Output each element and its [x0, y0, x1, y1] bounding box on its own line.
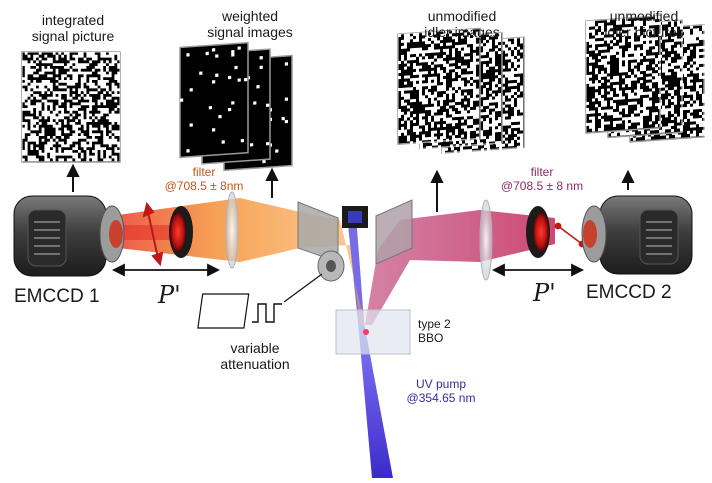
right-distance-label: P' [533, 279, 556, 307]
square-wave-icon [197, 293, 282, 329]
caption-line-2: signal images [207, 24, 293, 41]
caption-line-2: idler pictures [604, 24, 684, 41]
weighted-signal-caption: weighted signal images [180, 8, 320, 40]
integrated-signal-picture [21, 51, 121, 163]
caption-line-2: signal picture [31, 28, 115, 45]
unmodified-idler-images-caption: unmodified idler images [392, 8, 532, 40]
attenuation-line-1: variable [230, 340, 280, 356]
pump-label-line-1: UV pump [415, 377, 467, 391]
right-lens [479, 199, 493, 281]
pump-label-line-2: @354.65 nm [406, 390, 476, 405]
caption-line-1: integrated [41, 12, 105, 28]
integrated-signal-caption: integrated signal picture [8, 12, 138, 44]
crystal-label-line-2: BBO [418, 330, 444, 345]
emccd-1-camera [13, 195, 125, 277]
left-distance-label: P' [158, 281, 181, 309]
uv-pump-label: UV pump @354.65 nm [396, 377, 486, 406]
unmodified-idler-pictures-stack [585, 15, 705, 143]
right-pickoff-mirror [375, 199, 413, 265]
image-frame [397, 27, 481, 145]
beam-dump-window [348, 211, 362, 223]
integrated-image-frame [21, 51, 121, 163]
emccd-2-label: EMCCD 2 [586, 282, 672, 303]
left-bandpass-filter [169, 206, 193, 258]
emccd-2-camera [581, 195, 693, 275]
right-filter-label: filter @708.5 ± 8 nm [472, 165, 612, 194]
attenuation-line-2: attenuation [220, 356, 290, 373]
attenuator-leader-line [283, 273, 323, 303]
uv-pump-beam [358, 322, 393, 478]
image-frame [585, 15, 661, 134]
right-bandpass-filter [526, 206, 550, 258]
emccd-1-label: EMCCD 1 [14, 286, 100, 307]
arrowhead-icon [621, 169, 635, 183]
image-frame [179, 41, 249, 159]
unmodified-idler-images-stack [397, 27, 525, 155]
uv-pump-beam-upper [347, 215, 364, 322]
filter-label-line-2: @708.5 ± 8nm [164, 178, 244, 193]
filter-label-line-2: @708.5 ± 8 nm [500, 178, 584, 193]
caption-line-1: weighted [221, 8, 279, 24]
right-distance-arrow [491, 263, 585, 277]
weighted-signal-images-stack [179, 41, 293, 172]
crystal-interaction-point [363, 329, 369, 335]
bbo-crystal [335, 309, 411, 355]
output-arrows [66, 163, 635, 212]
left-distance-arrow [111, 263, 221, 277]
left-filter-label: filter @708.5 ± 8nm [144, 165, 264, 194]
arrowhead-icon [66, 163, 80, 177]
filter-label-line-1: filter [530, 165, 554, 179]
attenuator-wheel-hub [326, 260, 336, 272]
filter-label-line-1: filter [192, 165, 216, 179]
caption-line-1: unmodified [609, 8, 679, 24]
signal-beam-core [110, 225, 170, 240]
bbo-crystal-label: type 2 BBO [418, 317, 451, 346]
caption-line-1: unmodified [427, 8, 497, 24]
arrowhead-icon [265, 167, 279, 181]
left-lens [225, 191, 239, 269]
pixel-scan-icon [554, 222, 586, 248]
caption-line-2: idler images [424, 24, 500, 41]
unmodified-idler-pictures-caption: unmodified idler pictures [574, 8, 712, 40]
variable-attenuation-label: variable attenuation [200, 340, 310, 372]
crystal-label-line-1: type 2 [418, 317, 451, 331]
arrowhead-icon [430, 169, 444, 183]
transverse-scan-arrow-icon [142, 201, 164, 267]
